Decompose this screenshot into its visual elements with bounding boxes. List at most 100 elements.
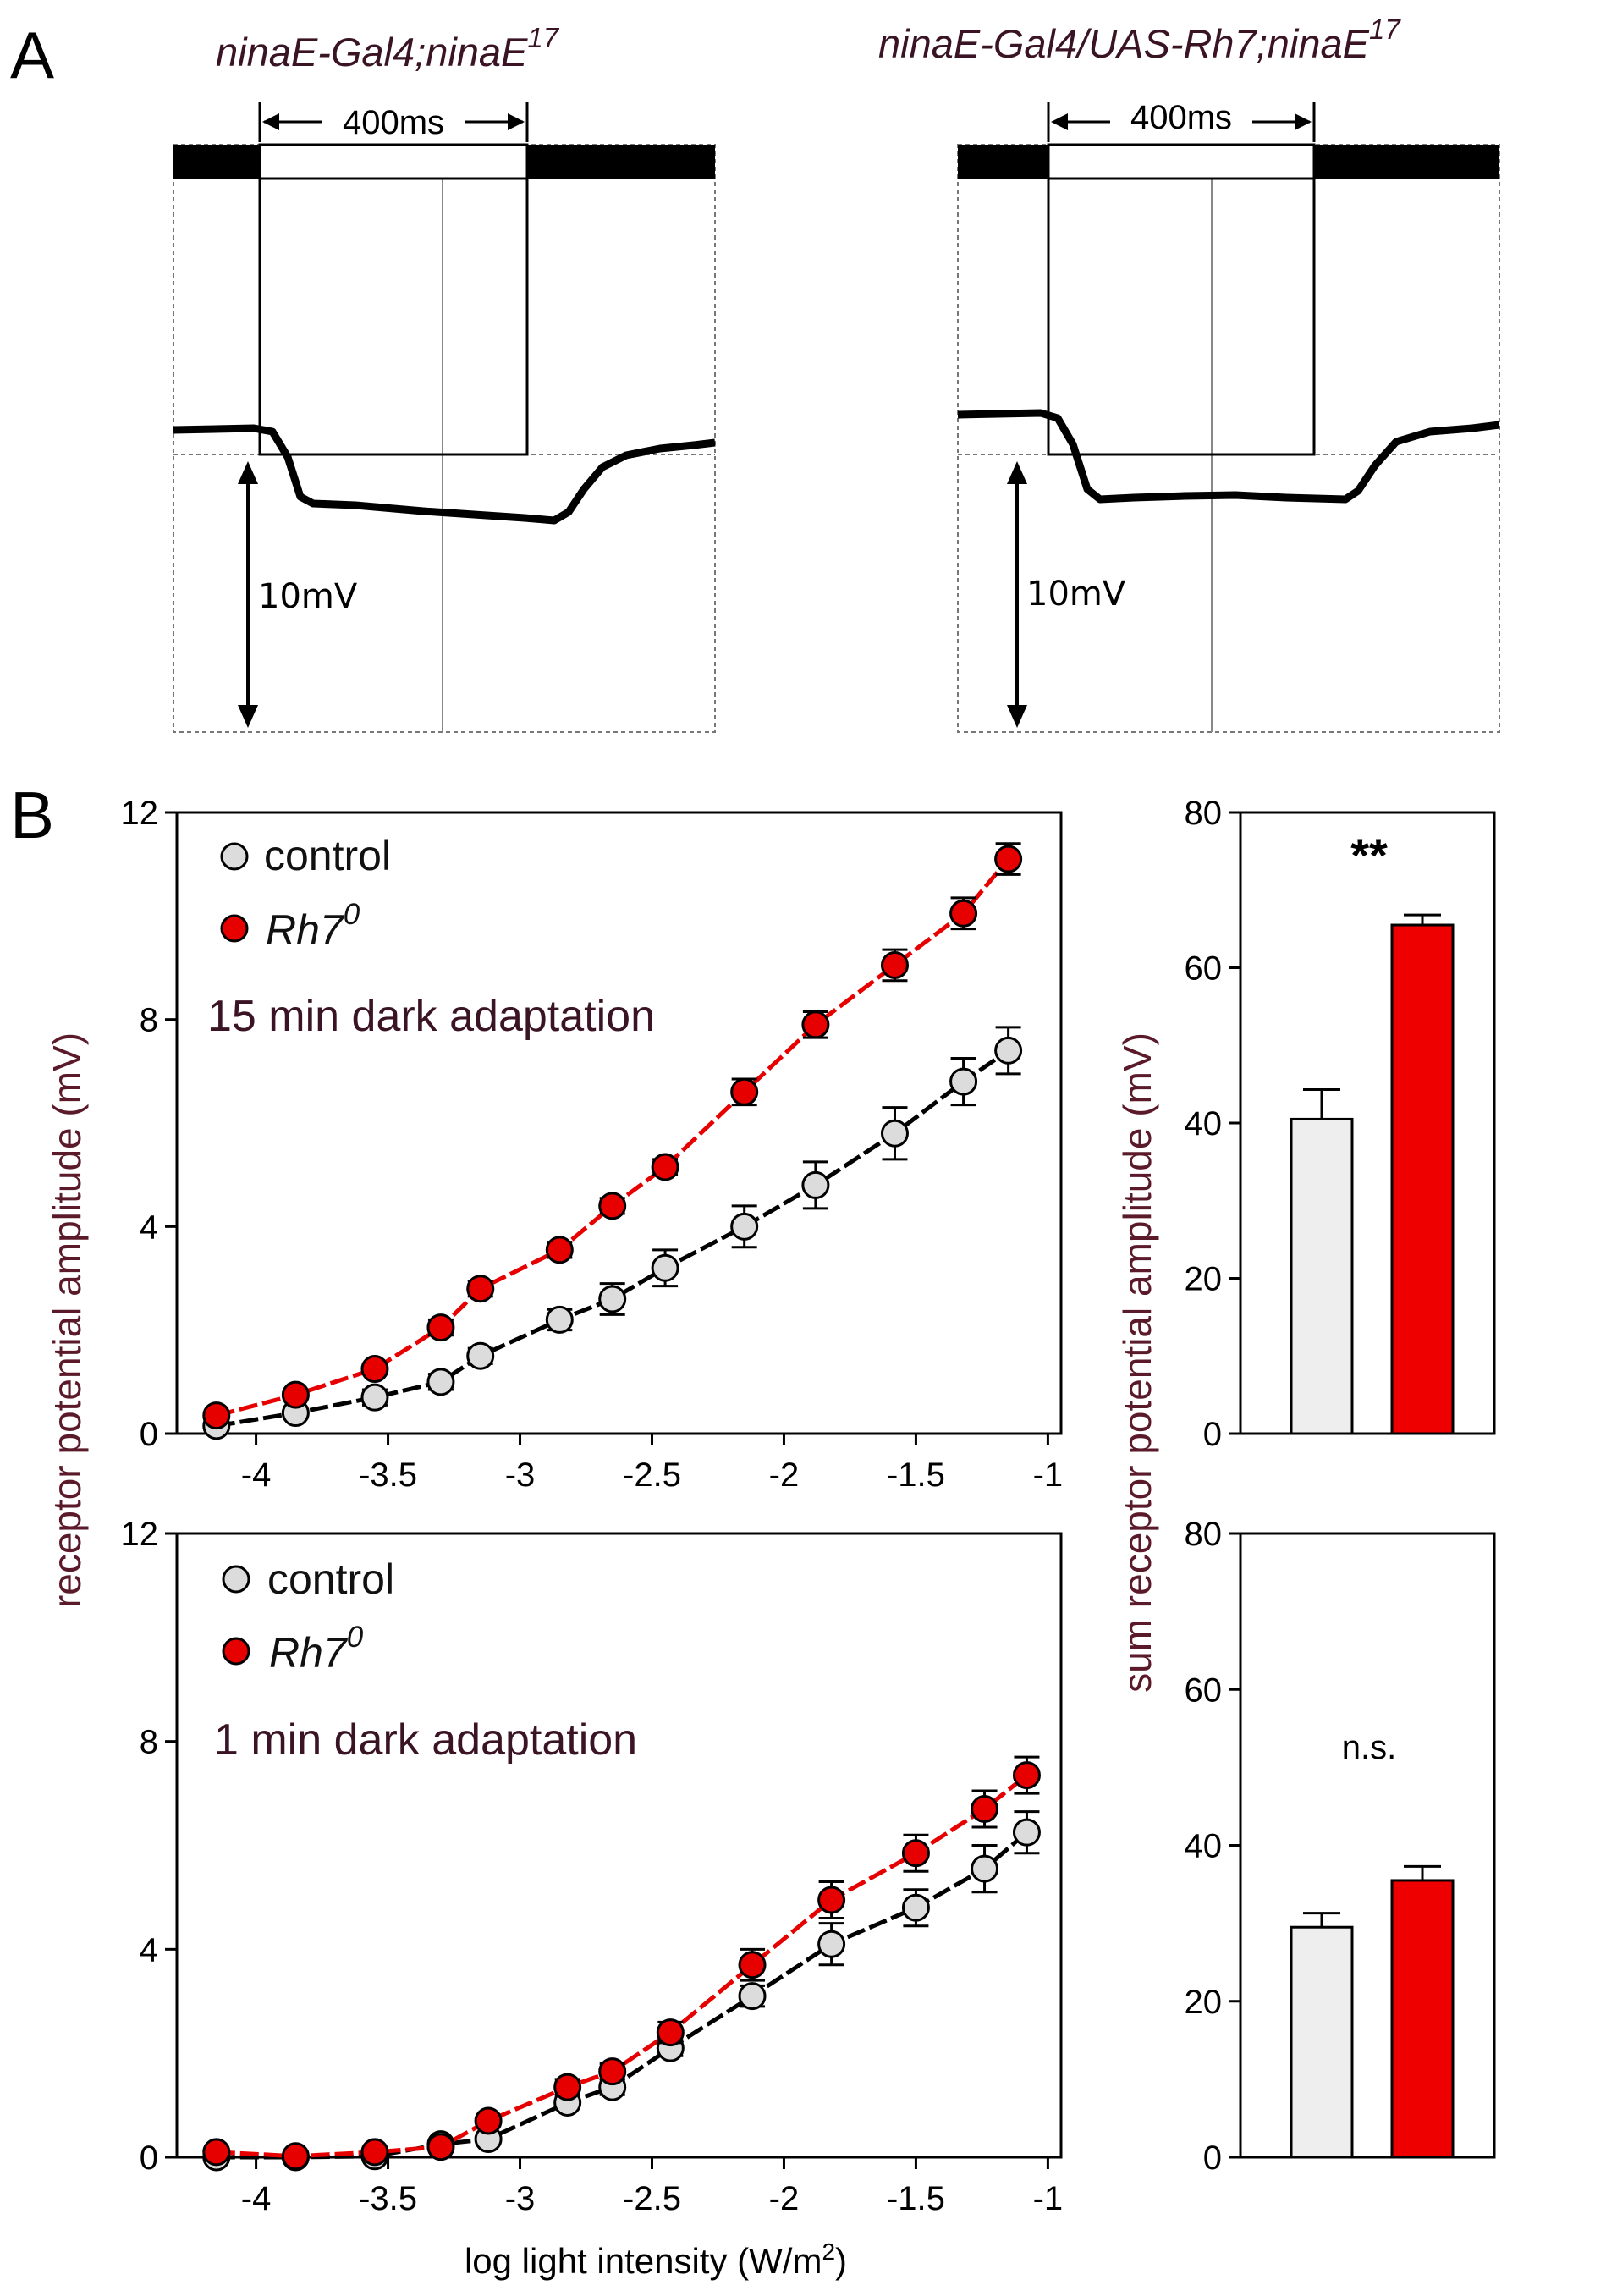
point-control [545,1305,574,1334]
x-tick-label: -2.5 [623,2180,681,2217]
trace-panel-right: ninaE-Gal4/UAS-Rh7;ninaE17 400ms 10mV [878,14,1500,733]
bottom-bar-frame [1239,1532,1496,2159]
x-tick-label: -4 [241,2180,272,2217]
legend-control-label-top: control [264,832,391,879]
bottom-bar-axes: 0 20 40 60 80 [1185,1516,1240,2177]
legend-rh7-marker-bottom [222,1637,250,1666]
bar-y-tick-label: 20 [1185,1984,1223,2021]
legend-rh7-label-bottom-main: Rh7 [269,1629,349,1677]
top-significance: ** [1350,829,1388,882]
legend-control-label-bottom: control [267,1555,394,1603]
point-rh7 [801,1010,830,1039]
bottom-condition-label: 1 min dark adaptation [214,1715,637,1765]
y-tick-label: 8 [140,1724,158,1761]
trace-frame-left [173,144,716,733]
y-tick-label: 0 [140,2139,158,2177]
x-tick-label: -2.5 [623,1456,681,1494]
scale-label-left: 10mV [258,577,358,616]
light-bar-left [258,143,529,180]
legend-rh7-label-top: Rh70 [266,898,360,954]
scale-arrowhead-left-top [238,461,258,484]
top-bar-bars [1290,913,1455,1435]
bar-y-tick-label: 80 [1185,795,1223,832]
point-rh7 [202,2138,231,2167]
bottom-legend: control Rh70 [222,1555,394,1677]
scale-arrowhead-right-top [1007,461,1027,484]
point-rh7 [360,1355,389,1384]
top-legend: control Rh70 [220,832,391,954]
duration-arrowhead-left-b [508,113,525,130]
point-rh7 [281,2142,310,2171]
point-control [880,1119,909,1148]
point-rh7 [994,845,1023,873]
point-control [971,1854,999,1883]
top-condition-label: 15 min dark adaptation [207,992,655,1041]
legend-control-marker-top [220,842,249,871]
point-rh7 [360,2138,389,2167]
bottom-bar-chart: 0 20 40 60 80 n.s. [1185,1516,1496,2177]
point-rh7 [901,1839,930,1868]
top-bar-frame [1239,811,1496,1435]
point-control [426,1368,455,1396]
panel-b-letter: B [10,778,54,852]
legend-rh7-label-top-main: Rh7 [266,906,345,954]
bottom-line-series [202,1755,1041,2172]
bar-rh7 [1390,923,1455,1435]
bar-y-tick-label: 40 [1185,1828,1223,1865]
point-rh7 [474,2106,503,2135]
x-tick-label: -2 [769,1456,800,1494]
bar-y-tick-label: 40 [1185,1105,1223,1142]
stimulus-box-left [258,177,529,456]
bar-y-tick-label: 0 [1203,1416,1222,1453]
point-rh7 [426,1313,455,1342]
point-rh7 [553,2073,582,2101]
dark-bar-right-b [1314,145,1499,179]
scale-label-right: 10mV [1026,575,1126,614]
scale-arrowhead-left-bottom [238,705,258,728]
point-rh7 [426,2133,455,2161]
panel-a-letter: A [10,18,54,92]
bar-control [1290,1117,1354,1435]
stimulus-box-right [1047,177,1316,456]
bar-y-tick-label: 0 [1203,2139,1222,2177]
duration-label-right: 400ms [1130,99,1232,136]
trace-title-right-sup: 17 [1369,14,1401,45]
y-axis-title: receptor potential amplitude (mV) [45,1032,89,1608]
point-rh7 [281,1380,310,1409]
point-control [738,1982,767,2011]
point-rh7 [880,950,909,979]
trace-title-right: ninaE-Gal4/UAS-Rh7;ninaE17 [878,14,1401,66]
top-bar-chart: 0 20 40 60 80 ** [1185,795,1496,1453]
x-tick-label: -3 [505,2180,536,2217]
point-control [360,1383,389,1412]
point-control [466,1341,495,1370]
point-control [1012,1818,1041,1847]
trace-title-right-main: ninaE-Gal4/UAS-Rh7;ninaE [878,21,1370,66]
point-rh7 [949,899,978,928]
bottom-line-axes: -4 -3.5 -3 -2.5 -2 -1.5 -1 0 4 8 12 [121,1516,1064,2217]
bar-axis-title: sum receptor potential amplitude (mV) [1115,1032,1159,1693]
y-tick-label: 4 [140,1209,158,1246]
trace-panel-left: ninaE-Gal4;ninaE17 400ms 10mV [173,22,716,733]
x-axis-title-sup: 2 [822,2238,835,2265]
y-tick-label: 12 [121,1516,159,1553]
point-rh7 [971,1795,999,1824]
point-rh7 [651,1153,679,1181]
point-rh7 [545,1236,574,1264]
response-trace-left [173,424,716,525]
duration-arrowhead-left-a [262,113,279,130]
trace-title-left-main: ninaE-Gal4;ninaE [216,30,528,74]
point-rh7 [817,1886,846,1914]
point-control [651,1253,679,1282]
bar-control [1290,1925,1354,2159]
legend-rh7-label-bottom-sup: 0 [347,1621,364,1654]
x-tick-label: -1 [1033,2180,1064,2217]
duration-label-left: 400ms [343,104,444,141]
trace-title-left: ninaE-Gal4;ninaE17 [216,22,560,74]
x-tick-label: -1.5 [887,2180,945,2217]
bar-y-tick-label: 60 [1185,1671,1223,1709]
bar-rh7 [1390,1879,1455,2159]
dark-bar-right-a [958,145,1048,179]
